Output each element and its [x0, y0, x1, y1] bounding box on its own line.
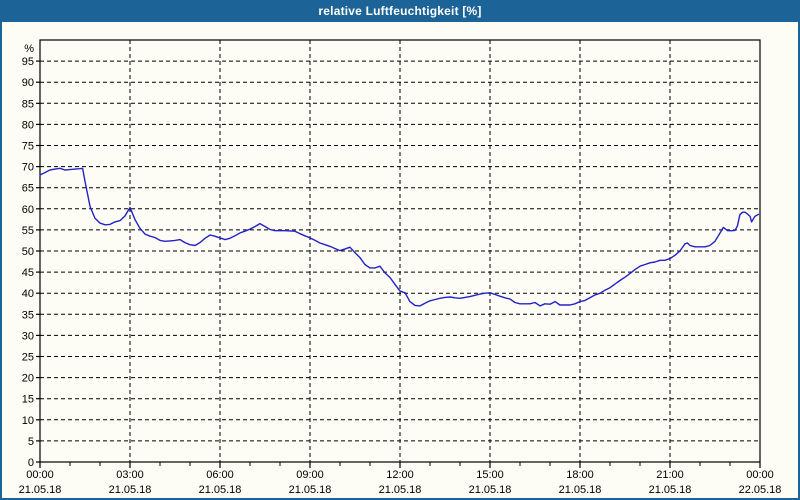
x-tick-time-label: 06:00	[206, 469, 234, 481]
window-title: relative Luftfeuchtigkeit [%]	[318, 4, 482, 18]
y-tick-label: 70	[22, 162, 34, 174]
x-tick-time-label: 15:00	[476, 469, 504, 481]
x-tick-date-label: 21.05.18	[289, 484, 332, 496]
y-tick-label: 30	[22, 330, 34, 342]
y-tick-label: 0	[28, 457, 34, 469]
x-tick-time-label: 03:00	[116, 469, 144, 481]
x-gridlines	[129, 40, 671, 462]
y-tick-label: 20	[22, 373, 34, 385]
y-tick-label: 55	[22, 225, 34, 237]
y-tick-label: 15	[22, 394, 34, 406]
x-tick-date-label: 21.05.18	[559, 484, 602, 496]
y-tick-label: 75	[22, 141, 34, 153]
plot-border	[39, 39, 761, 463]
x-tick-date-label: 21.05.18	[109, 484, 152, 496]
y-tick-label: 80	[22, 119, 34, 131]
y-tick-label: 65	[22, 183, 34, 195]
x-tick-time-label: 12:00	[386, 469, 414, 481]
y-tick-label: 95	[22, 56, 34, 68]
y-tick-label: 35	[22, 309, 34, 321]
x-tick-time-label: 00:00	[746, 469, 774, 481]
y-tick-label: 40	[22, 288, 34, 300]
y-tick-labels: 0 5 10 15 20 25 30 35 40 45 50 55 60 65 70 75 80 85 90 95%	[22, 43, 34, 469]
x-tick-time-label: 18:00	[566, 469, 594, 481]
x-tick-date-label: 21.05.18	[469, 484, 512, 496]
y-tick-label: 60	[22, 204, 34, 216]
x-tick-date-label: 22.05.18	[739, 484, 782, 496]
humidity-line-chart: 05101520253035404550556065707580859095%0…	[19, 39, 782, 496]
y-tick-label: 85	[22, 98, 34, 110]
x-tick-date-label: 21.05.18	[649, 484, 692, 496]
x-tick-date-label: 21.05.18	[199, 484, 242, 496]
y-tick-label: 10	[22, 415, 34, 427]
y-axis-unit-label: %	[24, 43, 34, 55]
x-tick-labels: 00:00 21.05.18 03:00 21.05.18 06:00 21.05.18 0…	[19, 469, 782, 496]
x-tick-date-label: 21.05.18	[19, 484, 62, 496]
x-tick-time-label: 00:00	[26, 469, 54, 481]
axis-ticks	[36, 60, 761, 468]
y-tick-label: 50	[22, 246, 34, 258]
x-tick-time-label: 21:00	[656, 469, 684, 481]
x-tick-time-label: 09:00	[296, 469, 324, 481]
y-tick-label: 5	[28, 436, 34, 448]
y-tick-label: 90	[22, 77, 34, 89]
y-tick-label: 45	[22, 267, 34, 279]
x-tick-date-label: 21.05.18	[379, 484, 422, 496]
humidity-series-line	[39, 167, 760, 307]
y-tick-label: 25	[22, 352, 34, 364]
window-titlebar[interactable]: relative Luftfeuchtigkeit [%]	[2, 0, 798, 22]
